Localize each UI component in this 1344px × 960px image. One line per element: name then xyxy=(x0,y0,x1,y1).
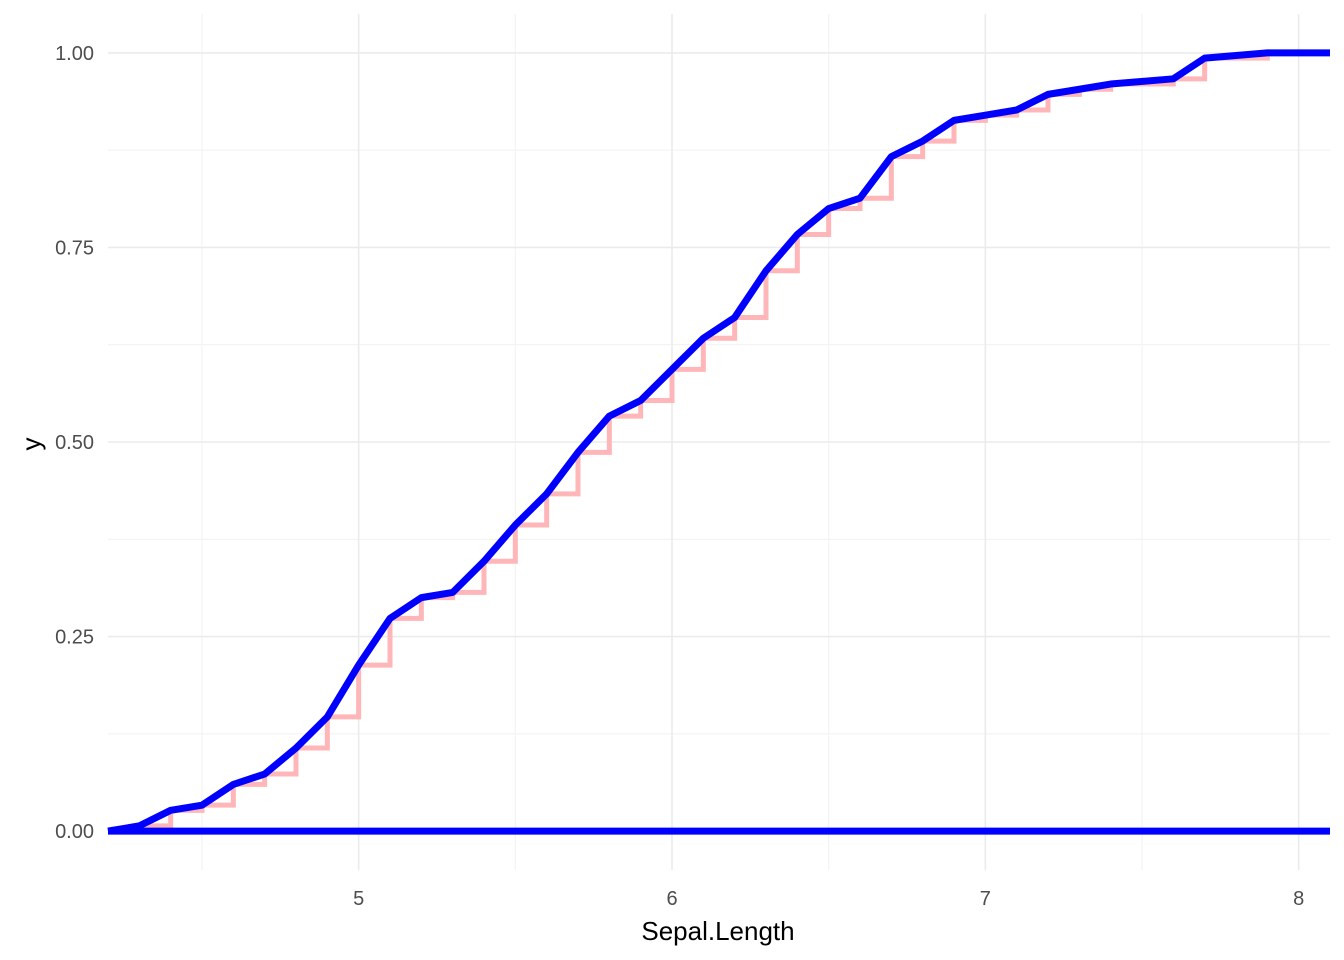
ecdf-point xyxy=(639,399,643,403)
y-tick-label: 0.00 xyxy=(55,821,94,843)
y-tick-label: 0.50 xyxy=(55,432,94,454)
y-tick-label: 0.75 xyxy=(55,237,94,259)
ecdf-point xyxy=(701,336,705,340)
ecdf-point xyxy=(200,803,204,807)
ecdf-point xyxy=(545,492,549,496)
ecdf-point xyxy=(1203,56,1207,60)
ecdf-point xyxy=(889,155,893,159)
ecdf-point xyxy=(169,808,173,812)
ecdf-point xyxy=(357,663,361,667)
ecdf-point xyxy=(451,590,455,594)
ecdf-point xyxy=(1265,51,1269,55)
x-axis-title: Sepal.Length xyxy=(641,916,794,946)
x-tick-label: 6 xyxy=(666,888,677,910)
ecdf-point xyxy=(733,315,737,319)
ecdf-connected-line xyxy=(107,49,1330,835)
ecdf-point xyxy=(921,139,925,143)
tick-labels: 5 6 7 8 0.00 0.25 0.50 0.75 1.00 xyxy=(55,43,1304,910)
ecdf-point xyxy=(263,772,267,776)
ecdf-point xyxy=(952,118,956,122)
series-layer xyxy=(107,49,1330,835)
ecdf-point xyxy=(1077,87,1081,91)
ecdf-point xyxy=(858,196,862,200)
ecdf-point xyxy=(137,824,141,828)
ecdf-point xyxy=(764,269,768,273)
ecdf-point xyxy=(482,559,486,563)
ecdf-point xyxy=(513,523,517,527)
ecdf-point xyxy=(1046,92,1050,96)
ecdf-point xyxy=(1015,108,1019,112)
grid-layer xyxy=(108,14,1330,870)
x-tick-label: 5 xyxy=(353,888,364,910)
ecdf-point xyxy=(1171,77,1175,81)
ecdf-point xyxy=(983,113,987,117)
y-tick-label: 0.25 xyxy=(55,627,94,649)
ecdf-point xyxy=(827,207,831,211)
ecdf-point xyxy=(231,782,235,786)
y-tick-label: 1.00 xyxy=(55,43,94,65)
x-tick-label: 8 xyxy=(1293,888,1304,910)
ecdf-point xyxy=(576,450,580,454)
ecdf-point xyxy=(294,746,298,750)
ecdf-point xyxy=(670,367,674,371)
y-axis-title: y xyxy=(16,438,46,451)
ecdf-point xyxy=(607,414,611,418)
ecdf-point xyxy=(325,715,329,719)
ecdf-point xyxy=(795,232,799,236)
ecdf-point xyxy=(1109,82,1113,86)
x-tick-label: 7 xyxy=(980,888,991,910)
ecdf-point xyxy=(388,616,392,620)
ecdf-point xyxy=(419,596,423,600)
